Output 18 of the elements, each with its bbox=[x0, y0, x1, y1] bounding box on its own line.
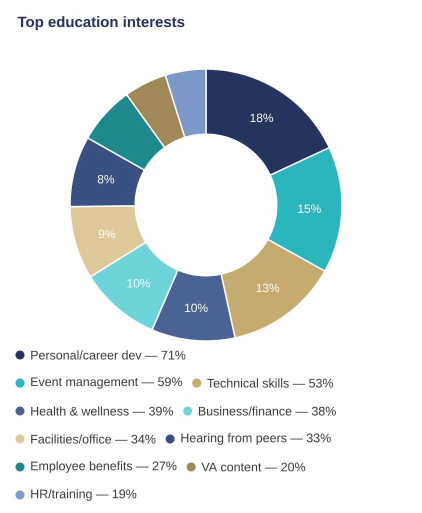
data-label: 18% bbox=[250, 114, 274, 122]
data-label: 10% bbox=[185, 304, 208, 312]
data-label: 8% bbox=[98, 174, 114, 184]
chart-title: Top education interests bbox=[18, 16, 184, 30]
legend-label: Hearing from peers — 33% bbox=[181, 433, 331, 445]
legend-label: Business/finance — 38% bbox=[198, 406, 336, 416]
legend-label: Technical skills — 53% bbox=[207, 378, 334, 388]
legend-label: HR/training — 19% bbox=[31, 489, 136, 501]
data-label: 9% bbox=[98, 230, 115, 238]
legend-label: VA content — 20% bbox=[201, 462, 306, 472]
legend-label: Facilities/office — 34% bbox=[31, 434, 156, 444]
data-label: 15% bbox=[298, 204, 321, 213]
legend-label: Employee benefits — 27% bbox=[31, 461, 176, 473]
legend-label: Health & wellness — 39% bbox=[31, 406, 174, 416]
legend-label: Event management — 59% bbox=[31, 377, 182, 389]
data-label: 13% bbox=[256, 284, 280, 292]
data-label: 10% bbox=[127, 279, 150, 288]
legend-label: Personal/career dev — 71% bbox=[31, 350, 186, 360]
